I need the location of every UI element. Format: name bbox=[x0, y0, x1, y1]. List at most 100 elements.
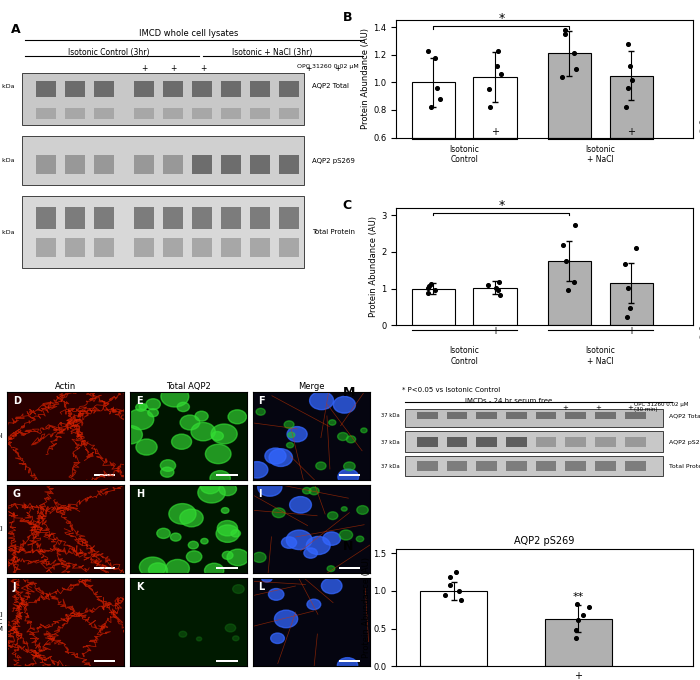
Bar bbox=[566, 437, 586, 447]
Bar bbox=[94, 473, 115, 476]
Text: J: J bbox=[13, 582, 16, 592]
Text: G: G bbox=[13, 489, 21, 499]
Circle shape bbox=[169, 504, 196, 524]
Text: D: D bbox=[13, 396, 21, 406]
Circle shape bbox=[157, 528, 170, 539]
Circle shape bbox=[309, 392, 334, 409]
Circle shape bbox=[309, 487, 319, 495]
Point bbox=[495, 69, 506, 80]
Circle shape bbox=[256, 408, 265, 415]
Point bbox=[569, 219, 580, 230]
Bar bbox=[36, 108, 56, 120]
Point bbox=[491, 61, 502, 71]
Bar bbox=[279, 108, 299, 120]
Bar bbox=[65, 155, 85, 174]
Circle shape bbox=[221, 507, 229, 513]
Point bbox=[578, 609, 589, 620]
Bar bbox=[279, 81, 299, 97]
Text: +: + bbox=[562, 405, 568, 411]
Circle shape bbox=[274, 610, 298, 628]
Bar bbox=[94, 660, 115, 662]
Circle shape bbox=[307, 537, 330, 555]
Text: Total Protein: Total Protein bbox=[669, 464, 700, 469]
Bar bbox=[65, 207, 85, 229]
Circle shape bbox=[188, 541, 198, 549]
Bar bbox=[250, 108, 270, 120]
Text: +: + bbox=[491, 127, 499, 137]
Circle shape bbox=[316, 462, 326, 470]
Bar bbox=[566, 412, 586, 419]
Bar bbox=[216, 566, 237, 569]
Circle shape bbox=[288, 432, 295, 438]
Circle shape bbox=[269, 449, 293, 466]
Bar bbox=[163, 81, 183, 97]
Circle shape bbox=[246, 462, 268, 478]
Circle shape bbox=[148, 409, 158, 417]
Text: 37 kDa: 37 kDa bbox=[381, 464, 399, 469]
Text: I: I bbox=[258, 489, 262, 499]
Bar bbox=[221, 81, 241, 97]
Bar bbox=[22, 73, 304, 125]
Text: *: * bbox=[498, 199, 505, 212]
Text: AQP2 pS269: AQP2 pS269 bbox=[312, 158, 355, 164]
Point bbox=[626, 74, 637, 85]
Bar bbox=[94, 207, 114, 229]
Bar bbox=[476, 461, 497, 471]
Bar bbox=[473, 288, 517, 325]
Circle shape bbox=[338, 469, 358, 485]
Y-axis label: Protein Abundance (AU): Protein Abundance (AU) bbox=[370, 216, 378, 317]
Circle shape bbox=[287, 426, 307, 442]
Text: L: L bbox=[258, 582, 265, 592]
Circle shape bbox=[228, 410, 246, 424]
Text: E: E bbox=[136, 396, 142, 406]
Point bbox=[570, 625, 582, 636]
Bar bbox=[420, 591, 487, 666]
Bar bbox=[94, 81, 114, 97]
Circle shape bbox=[302, 488, 311, 494]
Bar bbox=[279, 155, 299, 174]
Text: Isotonic
+ NaCl: Isotonic + NaCl bbox=[585, 145, 615, 164]
Circle shape bbox=[333, 396, 356, 413]
Point bbox=[560, 256, 571, 267]
Bar bbox=[417, 412, 438, 419]
Bar bbox=[405, 456, 664, 476]
Bar bbox=[65, 108, 85, 120]
Bar bbox=[65, 81, 85, 97]
Point bbox=[456, 594, 467, 605]
Point bbox=[454, 585, 465, 596]
Circle shape bbox=[166, 560, 190, 577]
Y-axis label: Isotonic NaCl
+ OPC
31260 0.02 μM: Isotonic NaCl + OPC 31260 0.02 μM bbox=[0, 612, 3, 632]
Bar bbox=[192, 108, 212, 120]
Circle shape bbox=[160, 460, 176, 471]
Bar bbox=[36, 237, 56, 257]
Circle shape bbox=[262, 574, 272, 582]
Bar bbox=[447, 412, 468, 419]
Point bbox=[439, 589, 450, 600]
Circle shape bbox=[337, 432, 348, 441]
Point bbox=[622, 38, 634, 49]
Text: B: B bbox=[343, 11, 352, 24]
Circle shape bbox=[191, 422, 216, 441]
Point bbox=[424, 280, 435, 291]
Point bbox=[490, 282, 501, 293]
Circle shape bbox=[127, 409, 154, 430]
Text: 37 kDa: 37 kDa bbox=[381, 413, 399, 418]
Circle shape bbox=[136, 439, 157, 455]
Bar bbox=[134, 81, 154, 97]
Text: +: + bbox=[627, 326, 635, 337]
Point bbox=[624, 302, 636, 313]
Circle shape bbox=[360, 428, 367, 432]
Text: +: + bbox=[628, 405, 634, 411]
Bar bbox=[447, 461, 468, 471]
Circle shape bbox=[321, 578, 342, 594]
Point bbox=[451, 566, 462, 577]
Circle shape bbox=[146, 398, 160, 409]
Circle shape bbox=[198, 482, 225, 503]
Point bbox=[429, 285, 440, 296]
Bar bbox=[566, 461, 586, 471]
Text: AQP2 pS269: AQP2 pS269 bbox=[669, 440, 700, 445]
Text: **: ** bbox=[573, 592, 584, 602]
Bar bbox=[22, 197, 304, 268]
Circle shape bbox=[268, 588, 284, 600]
Bar bbox=[595, 412, 616, 419]
